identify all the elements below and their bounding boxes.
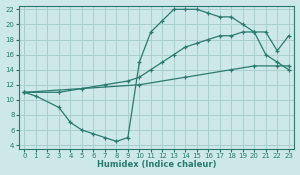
X-axis label: Humidex (Indice chaleur): Humidex (Indice chaleur) [97, 160, 216, 169]
